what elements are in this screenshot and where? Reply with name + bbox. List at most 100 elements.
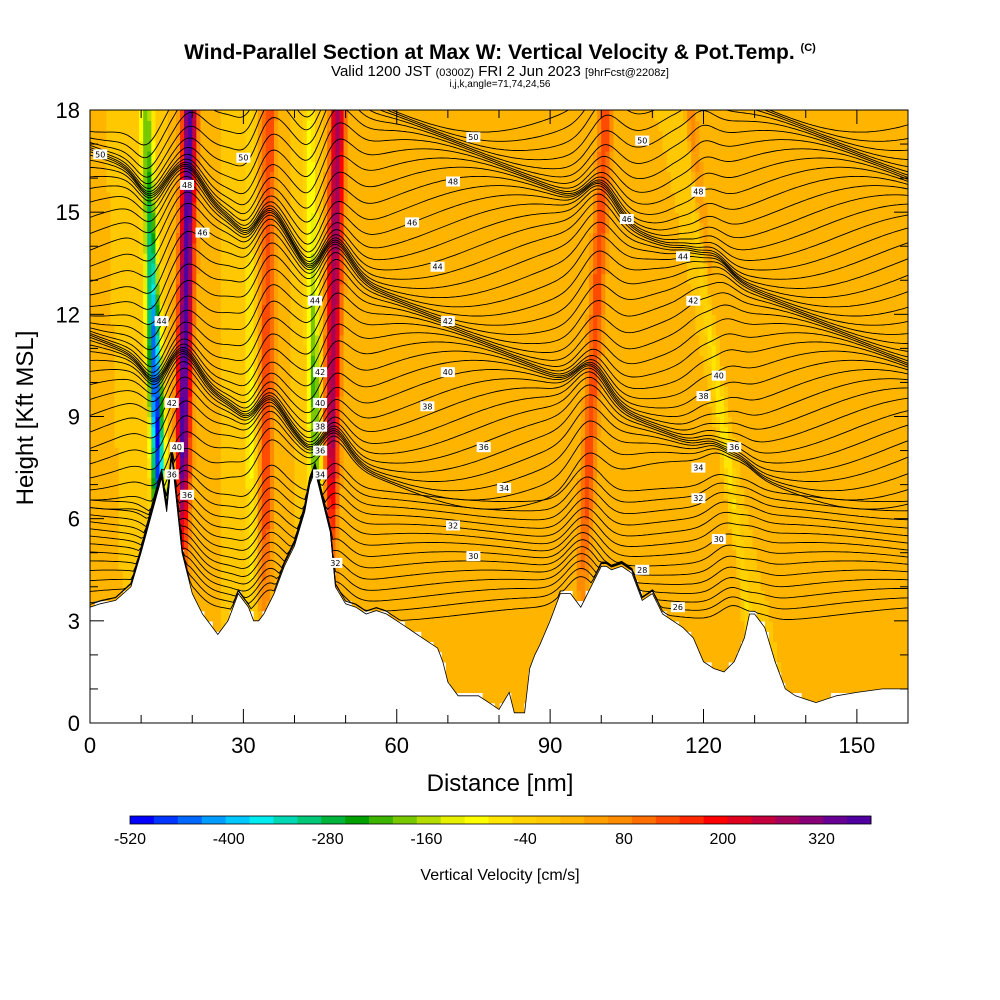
velocity-cell: [200, 590, 206, 602]
velocity-cell: [396, 212, 402, 224]
velocity-cell: [413, 130, 418, 142]
velocity-cell: [265, 171, 271, 183]
velocity-cell: [392, 498, 398, 510]
velocity-cell: [118, 406, 124, 418]
velocity-cell: [114, 498, 120, 510]
velocity-cell: [339, 355, 345, 367]
velocity-cell: [503, 365, 508, 377]
velocity-cell: [425, 467, 431, 479]
velocity-cell: [122, 334, 128, 346]
velocity-cell: [364, 600, 369, 612]
velocity-cell: [249, 457, 255, 469]
velocity-cell: [314, 385, 320, 397]
velocity-cell: [249, 355, 255, 367]
velocity-cell: [233, 508, 238, 520]
velocity-cell: [208, 212, 214, 224]
velocity-cell: [319, 477, 324, 489]
velocity-cell: [269, 518, 275, 530]
velocity-cell: [188, 150, 193, 162]
velocity-cell: [290, 273, 296, 285]
velocity-cell: [286, 324, 292, 336]
velocity-cell: [499, 191, 504, 203]
velocity-cell: [396, 590, 402, 602]
velocity-cell: [364, 130, 369, 142]
velocity-cell: [286, 385, 292, 397]
velocity-cell: [347, 181, 353, 193]
velocity-cell: [314, 171, 320, 183]
velocity-cell: [265, 559, 271, 571]
velocity-cell: [413, 375, 418, 387]
velocity-cell: [494, 447, 500, 459]
velocity-cell: [278, 365, 283, 377]
velocity-cell: [257, 590, 263, 602]
velocity-cell: [392, 161, 398, 172]
velocity-cell: [151, 201, 157, 213]
velocity-cell: [478, 283, 484, 295]
velocity-cell: [220, 212, 226, 224]
velocity-cell: [269, 498, 275, 510]
velocity-cell: [355, 314, 361, 326]
velocity-cell: [507, 406, 512, 418]
velocity-cell: [151, 130, 157, 142]
velocity-cell: [265, 222, 271, 234]
velocity-cell: [445, 253, 451, 264]
velocity-cell: [286, 355, 292, 367]
velocity-cell: [310, 130, 316, 142]
velocity-cell: [110, 539, 116, 551]
velocity-cell: [482, 222, 488, 234]
velocity-cell: [167, 344, 173, 356]
velocity-cell: [147, 253, 153, 264]
velocity-cell: [482, 314, 488, 326]
velocity-cell: [499, 559, 504, 571]
velocity-cell: [359, 436, 365, 448]
velocity-cell: [130, 365, 136, 377]
velocity-cell: [458, 334, 463, 346]
velocity-cell: [261, 283, 267, 295]
velocity-cell: [499, 549, 504, 561]
velocity-cell: [237, 191, 243, 203]
velocity-cell: [482, 263, 488, 275]
velocity-cell: [106, 130, 112, 142]
velocity-cell: [94, 457, 99, 469]
velocity-cell: [335, 385, 341, 397]
velocity-cell: [400, 539, 406, 551]
velocity-cell: [143, 120, 148, 132]
velocity-cell: [253, 579, 259, 591]
velocity-cell: [302, 314, 308, 326]
velocity-cell: [184, 447, 189, 459]
velocity-cell: [503, 344, 508, 356]
velocity-cell: [462, 120, 467, 132]
velocity-cell: [200, 212, 206, 224]
velocity-cell: [323, 385, 328, 397]
velocity-cell: [437, 620, 443, 632]
velocity-cell: [490, 590, 496, 602]
velocity-cell: [368, 304, 373, 316]
velocity-cell: [90, 467, 95, 479]
velocity-cell: [253, 355, 259, 367]
velocity-cell: [404, 549, 410, 561]
velocity-cell: [355, 355, 361, 367]
velocity-cell: [511, 682, 517, 694]
velocity-cell: [147, 263, 153, 275]
velocity-cell: [331, 212, 337, 224]
velocity-cell: [229, 590, 234, 602]
velocity-cell: [511, 549, 517, 561]
velocity-cell: [359, 314, 365, 326]
velocity-cell: [437, 426, 443, 438]
velocity-cell: [486, 385, 492, 397]
velocity-cell: [122, 304, 128, 316]
velocity-cell: [409, 191, 414, 203]
velocity-cell: [507, 201, 512, 213]
velocity-cell: [310, 304, 316, 316]
velocity-cell: [155, 344, 161, 356]
velocity-cell: [98, 579, 103, 591]
velocity-cell: [347, 222, 353, 234]
velocity-cell: [462, 661, 467, 673]
velocity-cell: [306, 436, 312, 448]
velocity-cell: [155, 304, 161, 316]
velocity-cell: [179, 375, 185, 387]
velocity-cell: [253, 253, 259, 264]
velocity-cell: [220, 620, 226, 632]
velocity-cell: [241, 314, 247, 326]
velocity-cell: [220, 242, 226, 254]
